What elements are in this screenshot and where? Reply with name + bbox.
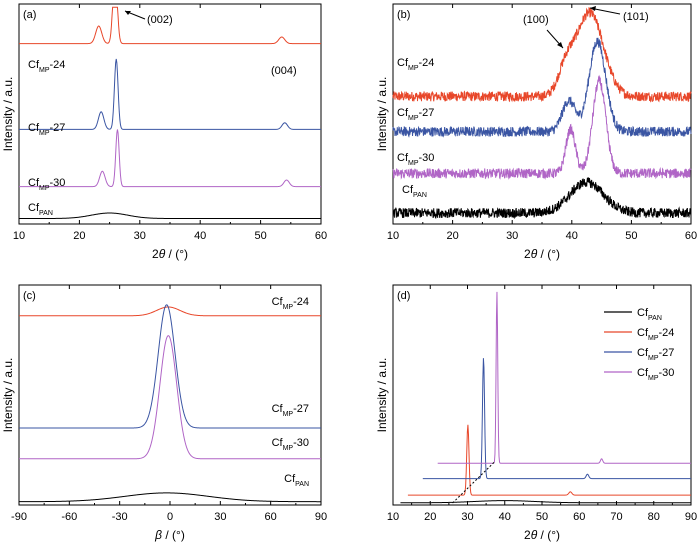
x-tick-label-0-4: 50: [254, 230, 266, 242]
x-tick-label-3-3: 40: [499, 511, 511, 523]
series-line-3-0: [400, 500, 691, 504]
series-label-2-0: CfMP-24: [272, 296, 309, 311]
series-label-2-2: CfMP-30: [272, 437, 309, 452]
annotation-100: (100): [523, 14, 549, 26]
x-tick-label-0-2: 30: [134, 230, 146, 242]
series-label-2-3: CfPAN: [284, 473, 309, 488]
x-tick-label-0-5: 60: [315, 230, 327, 242]
series-line-2-3: [19, 492, 321, 503]
x-tick-label-1-0: 10: [387, 230, 399, 242]
series-line-0-1: [19, 58, 321, 130]
series-line-1-0: [392, 6, 692, 103]
series-label-3-0: CfPAN: [637, 307, 662, 322]
series-label-0-3: CfPAN: [28, 202, 53, 217]
x-tick-label-3-1: 20: [424, 511, 436, 523]
series-label-3-3: CfMP-30: [637, 367, 674, 382]
x-tick-label-3-7: 80: [648, 511, 660, 523]
series-label-1-2: CfMP-30: [397, 152, 434, 167]
y-axis-label-1: Intensity / a.u.: [375, 77, 389, 152]
annotation-002: (002): [147, 14, 173, 26]
x-tick-label-0-0: 10: [13, 230, 25, 242]
y-axis-label-2: Intensity / a.u.: [1, 358, 15, 433]
annotation-101: (101): [623, 11, 649, 23]
panel-c: -90 -60 -30 0 30 60 90 β / (°) Intensity / a.u. (…: [1, 284, 327, 542]
peak-shift-guide: [452, 460, 496, 504]
series-line-1-3: [392, 177, 692, 220]
series-line-0-3: [19, 212, 321, 219]
x-tick-label-0-3: 40: [194, 230, 206, 242]
series-label-1-0: CfMP-24: [397, 57, 434, 72]
panel-label-0: (a): [23, 9, 36, 21]
x-tick-label-2-1: -60: [61, 511, 77, 523]
panel-label-3: (d): [397, 290, 410, 302]
series-label-2-1: CfMP-27: [272, 403, 309, 418]
series-line-1-1: [392, 37, 692, 138]
series-label-1-3: CfPAN: [402, 184, 427, 199]
series-label-1-1: CfMP-27: [397, 107, 434, 122]
annotation-arrowhead-101: [590, 6, 596, 11]
x-axis-label-0: 2θ / (°): [152, 247, 188, 261]
series-line-0-0: [19, 6, 321, 45]
series-label-0-2: CfMP-30: [28, 177, 65, 192]
panel-label-2: (c): [23, 290, 36, 302]
series-label-3-1: CfMP-24: [637, 327, 674, 342]
series-line-0-2: [19, 129, 321, 188]
series-label-0-0: CfMP-24: [28, 59, 65, 74]
x-tick-label-1-4: 50: [625, 230, 637, 242]
panel-b: 10 20 30 40 50 60 2θ / (°) Intensity / a.u. (b) C…: [375, 3, 697, 261]
x-tick-label-1-1: 20: [446, 230, 458, 242]
y-axis-label-3: Intensity / a.u.: [375, 358, 389, 433]
x-tick-label-3-8: 90: [685, 511, 697, 523]
plot-frame-2: [18, 284, 322, 506]
x-tick-label-2-6: 90: [315, 511, 327, 523]
x-tick-label-3-0: 10: [387, 511, 399, 523]
x-tick-label-0-1: 20: [73, 230, 85, 242]
x-axis-label-1: 2θ / (°): [524, 247, 560, 261]
x-tick-label-1-5: 60: [685, 230, 697, 242]
x-tick-label-3-4: 50: [536, 511, 548, 523]
x-tick-label-3-5: 60: [573, 511, 585, 523]
series-label-0-1: CfMP-27: [28, 122, 65, 137]
plot-frame-1: [392, 3, 692, 225]
x-tick-label-2-3: 0: [167, 511, 173, 523]
x-tick-label-2-2: -30: [112, 511, 128, 523]
x-tick-label-3-2: 30: [461, 511, 473, 523]
series-line-2-1: [19, 304, 321, 429]
annotation-arrowhead-002: [125, 11, 131, 15]
series-line-2-0: [19, 306, 321, 317]
annotation-004: (004): [271, 65, 297, 77]
x-tick-label-2-0: -90: [11, 511, 27, 523]
x-tick-label-2-4: 30: [214, 511, 226, 523]
series-label-3-2: CfMP-27: [637, 347, 674, 362]
series-line-3-1: [407, 424, 691, 496]
series-line-3-2: [422, 358, 691, 480]
series-line-1-2: [392, 74, 692, 180]
series-line-3-3: [437, 291, 691, 464]
x-tick-label-1-2: 30: [506, 230, 518, 242]
panel-d: 10 20 30 40 50 60 70 80 90 2θ / (°) Intensity / a.…: [375, 284, 697, 542]
x-tick-label-1-3: 40: [566, 230, 578, 242]
plot-frame-0: [18, 3, 322, 225]
annotation-arrowhead-100: [557, 42, 563, 48]
x-tick-label-3-6: 70: [610, 511, 622, 523]
panel-a: 10 20 30 40 50 60 2θ / (°) Intensity / a.u. (a) C…: [1, 3, 327, 261]
x-tick-label-2-5: 60: [265, 511, 277, 523]
panel-label-1: (b): [397, 9, 410, 21]
y-axis-label-0: Intensity / a.u.: [1, 77, 15, 152]
x-axis-label-2: β / (°): [154, 528, 185, 542]
series-line-2-2: [19, 335, 321, 460]
x-axis-label-3: 2θ / (°): [524, 528, 560, 542]
